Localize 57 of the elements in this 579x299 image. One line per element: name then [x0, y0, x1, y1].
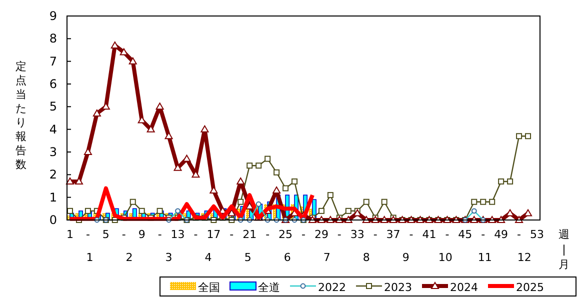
text: 12 [517, 251, 532, 264]
x-tick-label: - [481, 228, 486, 241]
x-tick-label: 5 [102, 228, 110, 241]
text: 5 [244, 251, 252, 264]
text: 11 [478, 251, 492, 264]
x-tick-label: 25 [278, 228, 293, 241]
text: 9 [402, 251, 410, 264]
y-tick-label: 3 [49, 145, 57, 159]
x-tick-label: 37 [386, 228, 400, 241]
x-tick-label: - [194, 228, 198, 241]
x-tick-label: - [158, 228, 162, 241]
y-tick-label: 2 [49, 168, 57, 182]
text: 4 [204, 251, 212, 264]
y-tick-label: 0 [49, 213, 57, 227]
legend-label: 2022 [318, 281, 346, 294]
text: 1 [86, 251, 94, 264]
y-axis-title: 定点当たり報告数 [16, 60, 26, 171]
x-tick-label: 17 [206, 228, 221, 241]
legend-label: 2023 [384, 281, 412, 294]
text: 7 [323, 251, 330, 264]
y-tick-label: 4 [49, 122, 57, 136]
x-tick-label: 13 [170, 228, 185, 241]
x-tick-label: 29 [314, 228, 328, 241]
x-tick-label: - [230, 228, 234, 241]
text: 8 [362, 251, 370, 264]
legend-label: 全国 [198, 281, 220, 294]
legend-label: 2025 [516, 281, 544, 294]
x-tick-label: 33 [350, 228, 364, 241]
x-tick-label: - [86, 228, 90, 241]
y-tick-label: 7 [49, 54, 57, 68]
legend-label: 全道 [258, 281, 280, 294]
text: 6 [284, 251, 291, 264]
x-tick-label: - [122, 228, 126, 241]
x-tick-label: 1 [66, 228, 74, 241]
x-axis-title: 週|月 [558, 228, 570, 271]
x-tick-label: - [337, 228, 342, 241]
y-tick-label: 6 [49, 77, 57, 91]
x-tick-label: 45 [458, 228, 472, 241]
y-tick-label: 1 [49, 190, 57, 204]
x-tick-label: 9 [138, 228, 146, 241]
x-tick-label: - [266, 228, 270, 241]
x-tick-label: 49 [494, 228, 508, 241]
legend-label: 2024 [450, 281, 478, 294]
text: 3 [165, 251, 172, 264]
y-tick-label: 9 [49, 9, 57, 23]
x-tick-label: 53 [530, 228, 544, 241]
x-tick-label: - [409, 228, 414, 241]
x-tick-label: - [373, 228, 378, 241]
x-tick-label: - [517, 228, 522, 241]
y-tick-label: 8 [49, 32, 57, 46]
text: 10 [438, 251, 452, 264]
text: 2 [126, 251, 133, 264]
x-tick-label: 21 [242, 228, 257, 241]
x-tick-label: - [445, 228, 450, 241]
y-tick-label: 5 [49, 100, 57, 114]
x-tick-label: 41 [422, 228, 436, 241]
x-tick-label: - [302, 228, 306, 241]
